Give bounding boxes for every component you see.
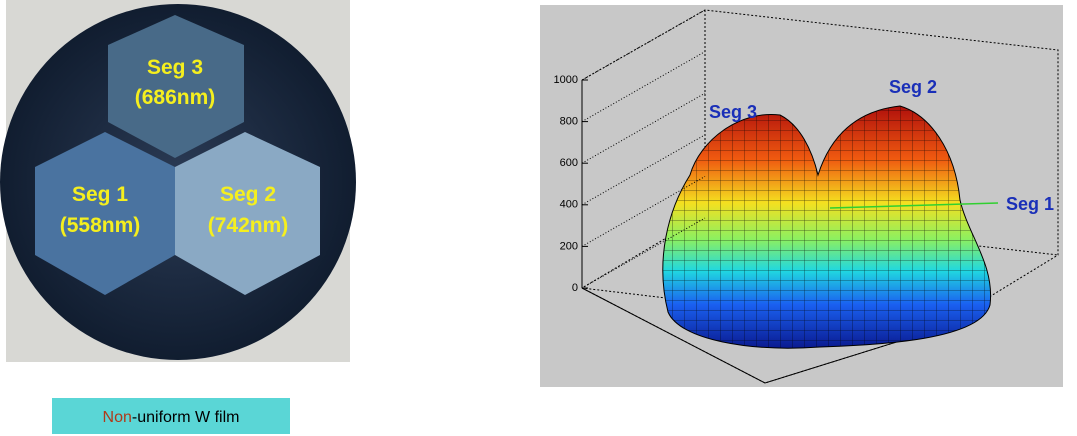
caption-highlight: Non	[103, 409, 132, 426]
z-tick-label: 200	[560, 240, 578, 252]
hexagon	[108, 15, 244, 158]
grid-line	[581, 51, 706, 123]
grid-line	[581, 175, 706, 247]
plot-label: Seg 2	[889, 77, 937, 97]
segment-thickness: (742nm)	[208, 214, 289, 237]
z-tick-label: 1000	[554, 74, 578, 86]
arrow	[829, 202, 999, 209]
z-tick-label: 800	[560, 116, 578, 128]
caption: Non-uniform W film	[103, 409, 240, 426]
segment-thickness: (558nm)	[60, 214, 141, 237]
grid-line	[581, 92, 706, 164]
segment-thickness: (686nm)	[135, 86, 216, 109]
caption-rest: -uniform W film	[132, 409, 240, 426]
surface-mesh	[662, 106, 991, 349]
plot-label: Seg 1	[1006, 194, 1054, 214]
hexagon	[175, 132, 320, 295]
hexagon	[35, 132, 175, 295]
caption-box	[52, 398, 290, 434]
grid-line	[581, 217, 706, 289]
grid-line	[581, 9, 706, 81]
z-tick-label: 600	[560, 157, 578, 169]
z-tick-label: 0	[572, 282, 578, 294]
segment-name: Seg 3	[147, 56, 203, 79]
plot-label: Seg 3	[709, 102, 757, 122]
segment-name: Seg 2	[220, 183, 276, 206]
z-tick-label: 400	[560, 199, 578, 211]
grid-line	[581, 134, 706, 206]
segment-name: Seg 1	[72, 183, 128, 206]
